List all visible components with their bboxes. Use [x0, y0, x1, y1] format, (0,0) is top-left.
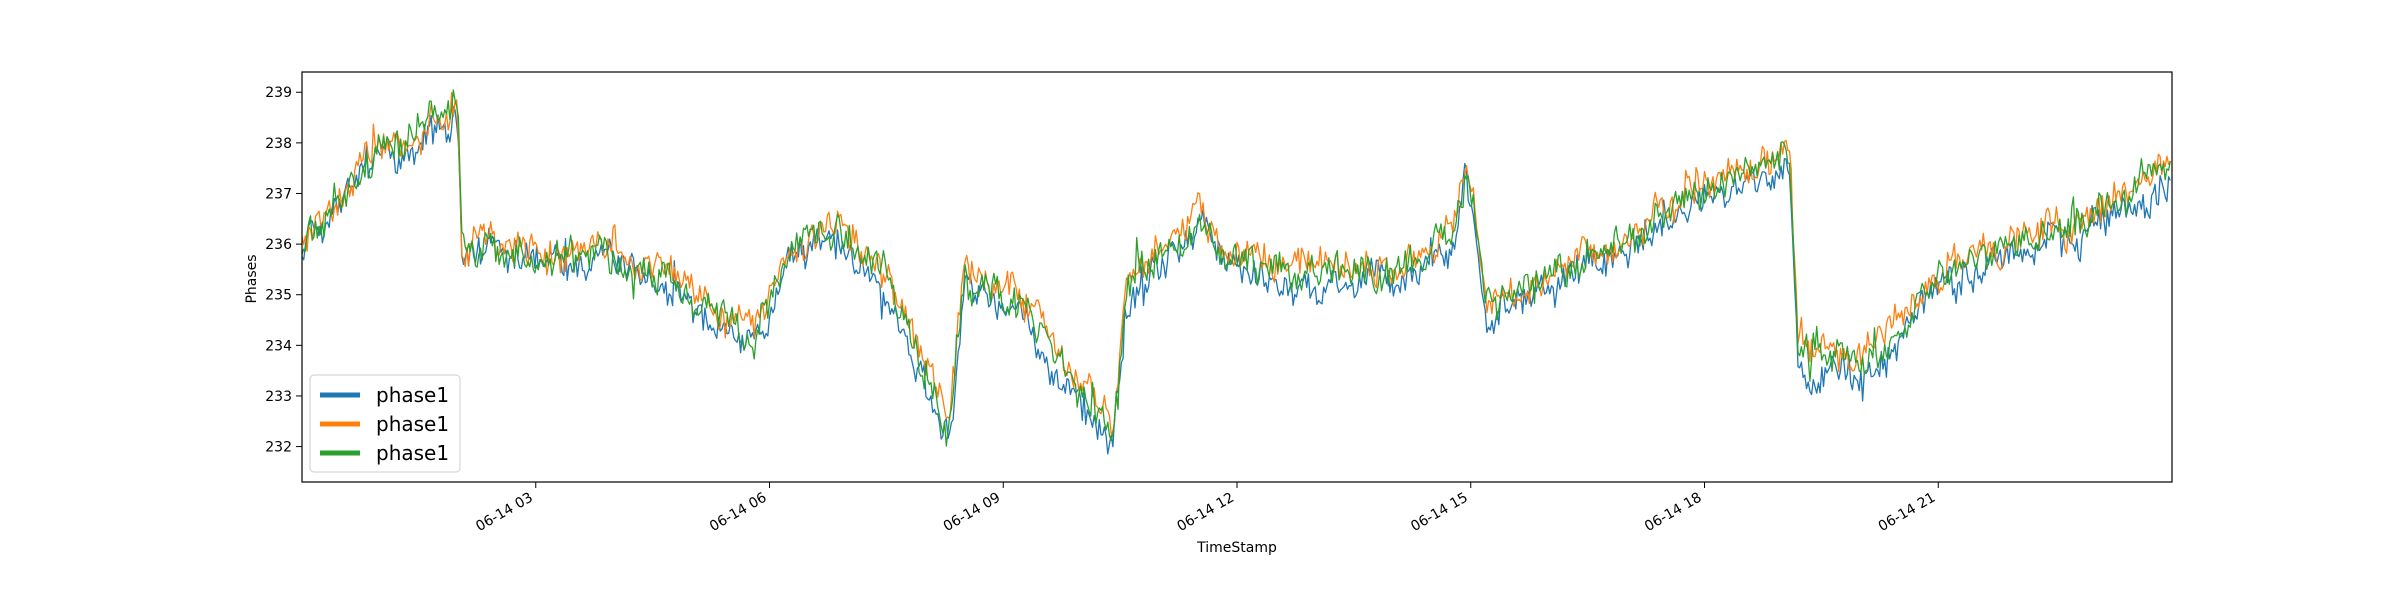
legend-label-2: phase1	[376, 412, 449, 436]
series-line-3	[301, 89, 2171, 447]
y-axis-label: Phases	[244, 254, 260, 303]
y-tick-label: 238	[265, 136, 292, 152]
x-tick-label: 06-14 21	[1876, 490, 1939, 535]
x-tick-label: 06-14 12	[1174, 490, 1237, 535]
plot-area	[302, 72, 2172, 482]
legend-box	[309, 374, 461, 473]
y-tick-label: 234	[265, 338, 292, 354]
y-tick-label: 239	[265, 85, 292, 101]
x-tick-label: 06-14 03	[473, 490, 536, 535]
legend: phase1 phase1 phase1	[309, 374, 461, 473]
y-tick-label: 237	[265, 186, 292, 202]
legend-label-3: phase1	[376, 441, 449, 465]
y-axis: 232 233 234 235 236 237 238 239	[265, 85, 302, 456]
y-tick-label: 233	[265, 389, 292, 405]
series-line-1	[301, 105, 2171, 455]
x-tick-label: 06-14 15	[1408, 490, 1471, 535]
legend-label-1: phase1	[376, 383, 449, 407]
y-tick-label: 232	[265, 440, 292, 456]
x-tick-label: 06-14 18	[1642, 490, 1705, 535]
x-tick-label: 06-14 06	[707, 490, 770, 535]
series-layer	[301, 89, 2171, 455]
x-tick-label: 06-14 09	[941, 490, 1004, 535]
y-tick-label: 235	[265, 288, 292, 304]
y-tick-label: 236	[265, 237, 292, 253]
x-axis-label: TimeStamp	[1196, 540, 1277, 556]
x-axis: 06-14 03 06-14 06 06-14 09 06-14 12 06-14 15…	[473, 482, 1939, 535]
